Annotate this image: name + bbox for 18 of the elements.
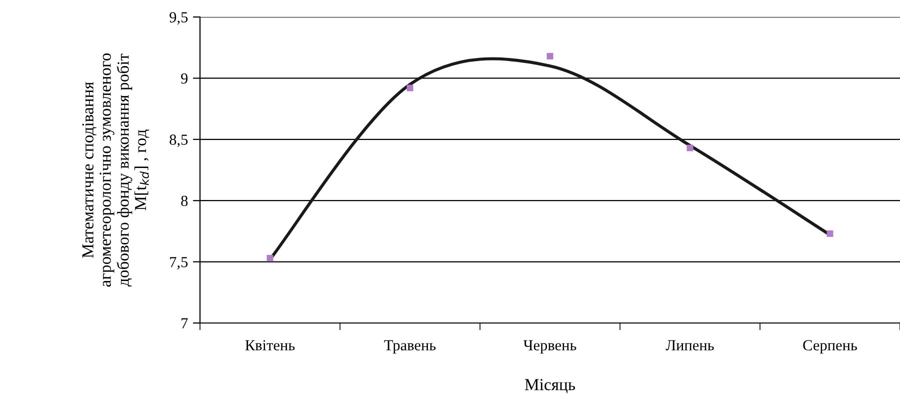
x-axis-title: Місяць: [524, 379, 576, 394]
y-tick-label: 8: [181, 196, 188, 206]
y-tick-label: 7: [182, 318, 188, 328]
x-tick-label: Червень: [523, 340, 576, 354]
point: [546, 52, 554, 60]
point: [826, 230, 834, 237]
y-tick-label: 8,5: [170, 134, 188, 148]
y-tick-label: 7,5: [170, 257, 188, 270]
x-tick-label: Травень: [384, 340, 436, 354]
x-tick-label: Серпень: [803, 340, 857, 354]
y-tick-label: 9,5: [170, 12, 188, 25]
point: [406, 84, 414, 92]
y-axis-title: Математичне сподівання агрометеорологічно зумовленого добового фонду виконання робіт M[t$_{kd}$] , год: [82, 53, 150, 287]
x-tick-label: Квітень: [245, 340, 295, 350]
point: [266, 254, 274, 262]
point: [686, 144, 694, 152]
y-tick-label: 9: [181, 73, 188, 84]
x-tick-label: Липень: [666, 340, 714, 350]
